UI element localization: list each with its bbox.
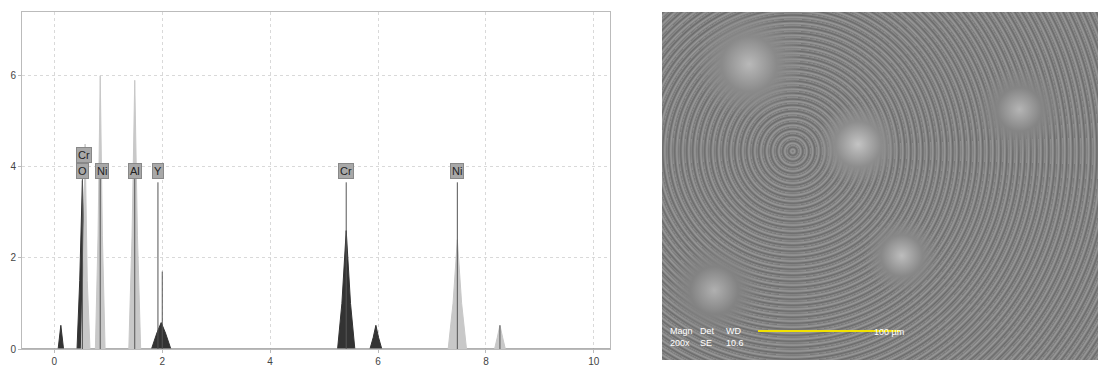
svg-text:10: 10: [588, 356, 600, 367]
svg-text:Cr: Cr: [78, 149, 90, 161]
svg-text:0: 0: [52, 356, 58, 367]
svg-text:8: 8: [483, 356, 489, 367]
svg-text:Det: Det: [700, 326, 715, 336]
svg-text:6: 6: [10, 70, 16, 81]
svg-text:2: 2: [10, 252, 16, 263]
svg-text:SE: SE: [700, 338, 712, 348]
svg-text:4: 4: [10, 161, 16, 172]
svg-text:Ni: Ni: [97, 165, 107, 177]
svg-text:Ni: Ni: [452, 165, 462, 177]
svg-text:200x: 200x: [670, 338, 690, 348]
svg-text:0: 0: [10, 344, 16, 355]
svg-text:6: 6: [375, 356, 381, 367]
svg-text:10.6: 10.6: [726, 338, 744, 348]
svg-text:Y: Y: [154, 165, 162, 177]
svg-text:100 µm: 100 µm: [874, 327, 904, 337]
svg-text:Magn: Magn: [670, 326, 693, 336]
svg-text:Al: Al: [130, 165, 140, 177]
svg-text:O: O: [78, 165, 87, 177]
svg-text:2: 2: [159, 356, 165, 367]
svg-text:Cr: Cr: [340, 165, 352, 177]
svg-text:4: 4: [267, 356, 273, 367]
svg-text:WD: WD: [726, 326, 741, 336]
